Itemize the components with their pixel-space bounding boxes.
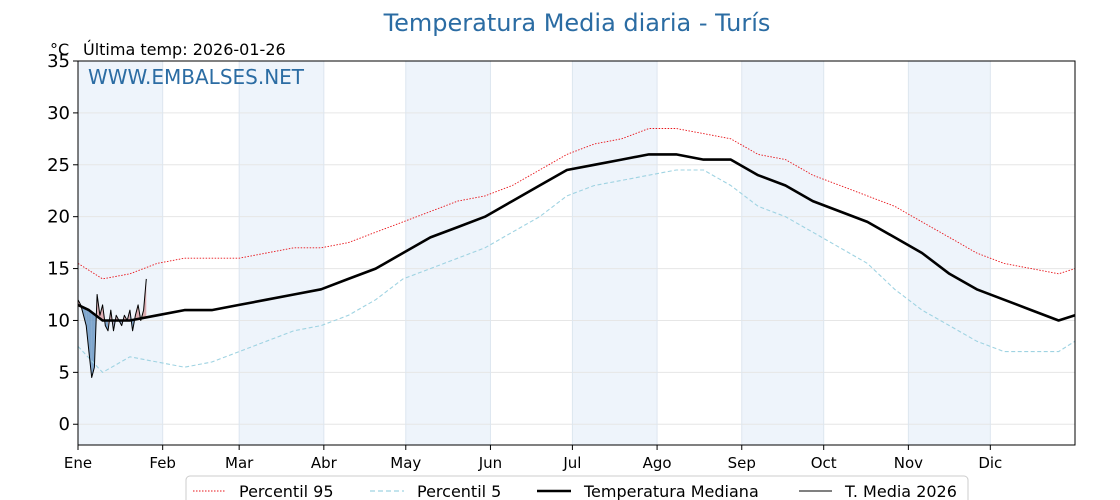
y-tick-label-30: 30 <box>47 103 70 124</box>
legend: Percentil 95 Percentil 5 Temperatura Med… <box>185 475 969 500</box>
month-band-mar <box>239 61 324 445</box>
legend-box <box>185 475 969 500</box>
x-axis: Ene Feb Mar Abr May Jun Jul Ago Sep Oct Nov Dic <box>64 445 1002 472</box>
legend-label-media-2026: T. Media 2026 <box>844 482 957 500</box>
y-tick-label-0: 0 <box>59 414 70 435</box>
x-tick-label-dic: Dic <box>978 454 1002 472</box>
month-shading-bands <box>78 61 991 445</box>
x-tick-label-mar: Mar <box>225 454 254 472</box>
x-tick-label-jun: Jun <box>478 454 502 472</box>
x-tick-label-ago: Ago <box>643 454 672 472</box>
y-tick-label-5: 5 <box>59 362 70 383</box>
watermark: WWW.EMBALSES.NET <box>88 65 305 89</box>
y-tick-label-15: 15 <box>47 259 70 280</box>
y-tick-label-35: 35 <box>47 51 70 72</box>
x-tick-label-nov: Nov <box>894 454 923 472</box>
month-band-may <box>405 61 491 445</box>
series-line-1 <box>77 169 1076 373</box>
chart-title: Temperatura Media diaria - Turís <box>383 9 771 37</box>
legend-label-mediana: Temperatura Mediana <box>583 482 759 500</box>
y-tick-label-20: 20 <box>47 207 70 228</box>
x-tick-label-jul: Jul <box>562 454 581 472</box>
y-tick-label-10: 10 <box>47 310 70 331</box>
series-line-2 <box>77 153 1076 322</box>
unit-label: °C <box>50 40 69 59</box>
x-tick-label-ene: Ene <box>64 454 92 472</box>
x-tick-label-oct: Oct <box>811 454 837 472</box>
month-band-sep <box>741 61 824 445</box>
anomaly-fill-segment <box>105 320 109 331</box>
legend-label-p95: Percentil 95 <box>239 482 334 500</box>
plot-frame <box>77 60 1076 446</box>
x-tick-label-feb: Feb <box>149 454 176 472</box>
series-lines <box>77 128 1076 378</box>
anomaly-fill-segment <box>88 310 92 378</box>
last-temp-label: Última temp: 2026-01-26 <box>83 40 286 59</box>
month-band-ene <box>78 61 163 445</box>
y-tick-label-25: 25 <box>47 155 70 176</box>
legend-label-p5: Percentil 5 <box>417 482 501 500</box>
series-line-3 <box>77 278 147 378</box>
x-tick-label-sep: Sep <box>728 454 756 472</box>
month-band-jul <box>572 61 658 445</box>
x-tick-label-abr: Abr <box>311 454 338 472</box>
y-axis: 0 5 10 15 20 25 30 35 <box>47 51 78 435</box>
x-tick-label-may: May <box>390 454 421 472</box>
